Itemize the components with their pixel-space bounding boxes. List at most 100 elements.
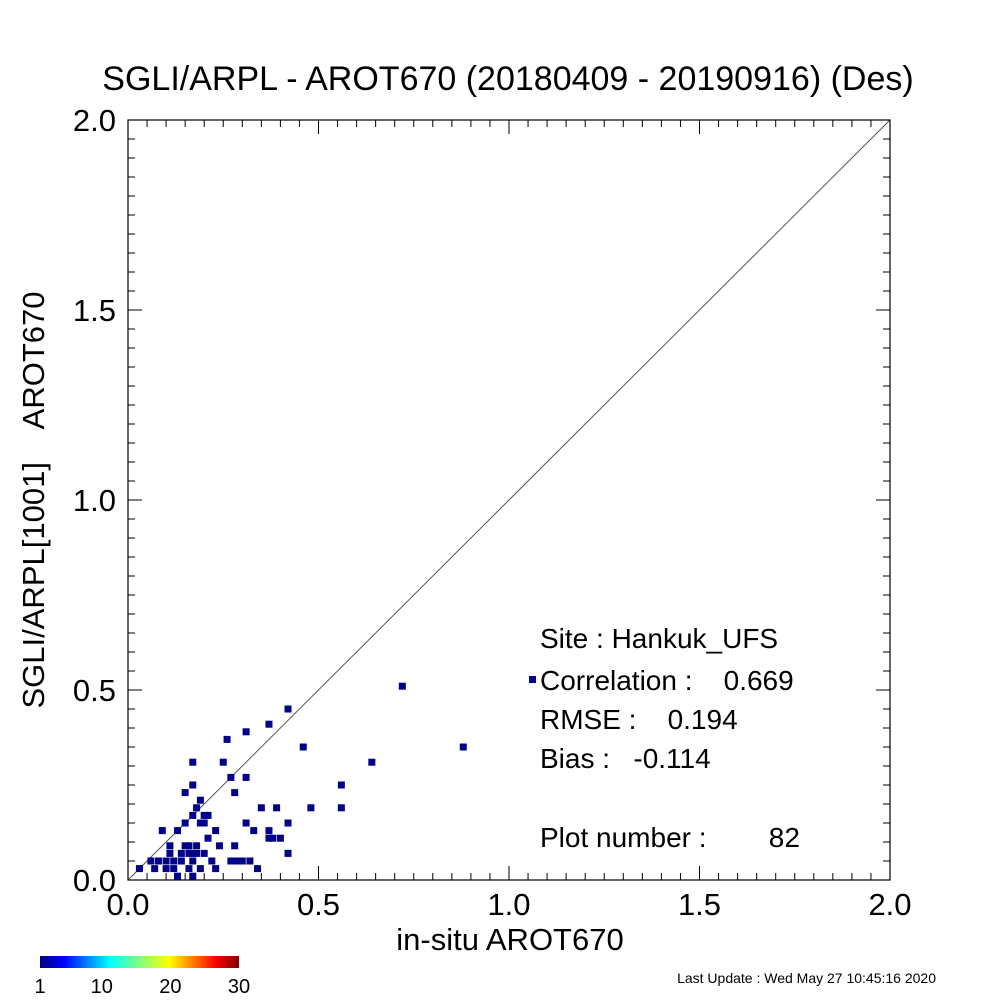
- data-point: [177, 857, 185, 865]
- y-tick-label: 0.5: [73, 673, 116, 708]
- x-tick-label: 0.0: [106, 887, 149, 922]
- data-point: [181, 789, 189, 797]
- data-point: [174, 872, 182, 880]
- data-point: [307, 804, 315, 812]
- data-point: [170, 857, 178, 865]
- data-point: [196, 819, 204, 827]
- data-point: [151, 865, 159, 873]
- y-tick-label: 1.5: [73, 293, 116, 328]
- axis-tick-labels: 0.0 0.5 1.0 1.5 2.0 0.0 0.5 1.0 1.5 2.0: [73, 103, 912, 922]
- data-point: [200, 819, 208, 827]
- chart-title: SGLI/ARPL - AROT670 (20180409 - 20190916…: [102, 60, 913, 98]
- plot-number-label: Plot number : 82: [540, 822, 800, 853]
- data-point: [227, 773, 235, 781]
- data-point: [299, 743, 307, 751]
- one-to-one-line: [127, 119, 891, 881]
- correlation-label: Correlation : 0.669: [540, 665, 794, 696]
- colorbar-labels: 1 10 20 30: [34, 976, 250, 998]
- data-point: [208, 857, 216, 865]
- colorbar-tick-label: 20: [159, 976, 181, 998]
- data-point: [185, 842, 193, 850]
- data-point: [284, 849, 292, 857]
- data-point: [234, 857, 242, 865]
- rmse-label: RMSE : 0.194: [540, 704, 738, 735]
- data-point: [193, 842, 201, 850]
- data-point: [284, 705, 292, 713]
- data-point: [181, 819, 189, 827]
- data-point: [189, 811, 197, 819]
- colorbar-gradient: [40, 956, 239, 968]
- colorbar: 1 10 20 30: [34, 956, 250, 998]
- scatter-points: [135, 682, 467, 880]
- x-tick-label: 2.0: [868, 887, 911, 922]
- data-point: [223, 735, 231, 743]
- y-tick-label: 1.0: [73, 483, 116, 518]
- data-point: [189, 758, 197, 766]
- data-point: [166, 842, 174, 850]
- data-point: [250, 827, 258, 835]
- data-point: [189, 872, 197, 880]
- data-point: [242, 728, 250, 736]
- data-point: [265, 834, 273, 842]
- data-point: [196, 865, 204, 873]
- data-point: [189, 849, 197, 857]
- data-point: [337, 781, 345, 789]
- data-point: [193, 849, 201, 857]
- data-point: [212, 827, 220, 835]
- data-point: [185, 865, 193, 873]
- data-point: [242, 819, 250, 827]
- data-point: [368, 758, 376, 766]
- data-point: [215, 842, 223, 850]
- colorbar-tick-label: 1: [34, 976, 45, 998]
- colorbar-tick-label: 10: [91, 976, 113, 998]
- x-tick-label: 0.5: [297, 887, 340, 922]
- data-point: [196, 796, 204, 804]
- y-tick-label: 2.0: [73, 103, 116, 138]
- data-point: [269, 834, 277, 842]
- stats-box: Site : Hankuk_UFS Correlation : 0.669 RM…: [529, 623, 800, 853]
- x-tick-label: 1.5: [678, 887, 721, 922]
- data-point: [254, 865, 262, 873]
- data-point: [162, 865, 170, 873]
- data-point: [181, 842, 189, 850]
- data-point: [204, 811, 212, 819]
- data-point: [227, 857, 235, 865]
- data-point: [189, 781, 197, 789]
- data-point: [177, 849, 185, 857]
- data-point: [185, 849, 193, 857]
- legend-marker: [529, 676, 536, 683]
- data-point: [212, 865, 220, 873]
- data-point: [459, 743, 467, 751]
- y-axis-title: SGLI/ARPL[1001] AROT670: [16, 291, 51, 708]
- colorbar-tick-label: 30: [228, 976, 250, 998]
- data-point: [284, 819, 292, 827]
- data-point: [189, 857, 197, 865]
- data-point: [242, 773, 250, 781]
- data-point: [265, 720, 273, 728]
- data-point: [174, 827, 182, 835]
- data-point: [337, 804, 345, 812]
- x-axis-title: in-situ AROT670: [396, 922, 623, 957]
- data-point: [162, 857, 170, 865]
- data-point: [158, 827, 166, 835]
- data-point: [166, 849, 174, 857]
- data-point: [276, 834, 284, 842]
- data-point: [238, 857, 246, 865]
- data-point: [170, 865, 178, 873]
- last-update-text: Last Update : Wed May 27 10:45:16 2020: [677, 970, 936, 986]
- data-point: [193, 804, 201, 812]
- axis-ticks: [127, 119, 891, 881]
- data-point: [204, 834, 212, 842]
- data-point: [154, 857, 162, 865]
- bias-label: Bias : -0.114: [540, 743, 711, 774]
- data-point: [219, 758, 227, 766]
- data-point: [231, 789, 239, 797]
- data-point: [265, 827, 273, 835]
- y-tick-label: 0.0: [73, 863, 116, 898]
- data-point: [398, 682, 406, 690]
- data-point: [200, 849, 208, 857]
- x-tick-label: 1.0: [487, 887, 530, 922]
- data-point: [231, 857, 239, 865]
- data-point: [147, 857, 155, 865]
